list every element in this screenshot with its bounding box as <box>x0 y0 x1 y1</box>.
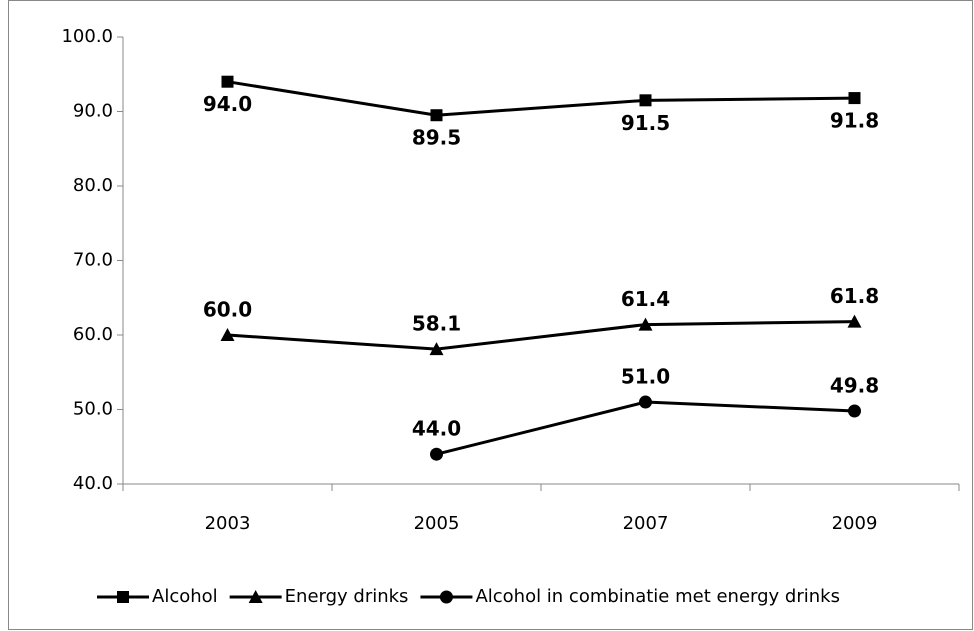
x-tick-label: 2007 <box>623 513 669 534</box>
value-label: 58.1 <box>412 312 461 336</box>
marker <box>430 109 443 122</box>
series-line <box>227 80 855 117</box>
y-tick-label: 80.0 <box>73 175 113 196</box>
legend-item: Alcohol <box>97 586 218 607</box>
x-tick-label: 2003 <box>205 513 251 534</box>
value-label: 61.8 <box>830 284 879 308</box>
value-label: 91.5 <box>621 111 670 135</box>
legend-item: Energy drinks <box>229 586 409 607</box>
marker <box>639 94 652 107</box>
x-tick-label: 2009 <box>832 513 878 534</box>
marker <box>847 314 862 328</box>
y-tick-label: 90.0 <box>73 101 113 122</box>
value-label: 61.4 <box>621 287 670 311</box>
y-tick-label: 70.0 <box>73 250 113 271</box>
series-line <box>227 320 855 351</box>
chart-frame <box>8 0 973 630</box>
value-label: 49.8 <box>830 373 879 397</box>
marker <box>848 404 861 418</box>
marker <box>248 590 263 603</box>
y-tick-label: 60.0 <box>73 324 113 345</box>
y-tick-label: 50.0 <box>73 399 113 420</box>
legend-label: Energy drinks <box>285 586 409 607</box>
marker <box>221 75 234 88</box>
marker <box>430 447 443 461</box>
legend-item: Alcohol in combinatie met energy drinks <box>420 586 840 607</box>
value-label: 60.0 <box>203 298 252 322</box>
value-label: 44.0 <box>412 417 461 441</box>
marker <box>848 92 861 105</box>
value-label: 94.0 <box>203 92 252 116</box>
legend-label: Alcohol in combinatie met energy drinks <box>475 586 840 607</box>
marker <box>639 395 652 409</box>
marker <box>429 342 444 356</box>
marker <box>439 590 453 604</box>
value-label: 51.0 <box>621 365 670 389</box>
marker <box>220 328 235 341</box>
marker <box>117 591 129 603</box>
legend-label: Alcohol <box>152 586 218 607</box>
y-tick-label: 40.0 <box>73 473 113 494</box>
value-label: 91.8 <box>830 109 879 133</box>
marker <box>638 317 653 331</box>
x-tick-label: 2005 <box>414 513 460 534</box>
value-label: 89.5 <box>412 126 461 150</box>
y-tick-label: 100.0 <box>61 26 113 47</box>
